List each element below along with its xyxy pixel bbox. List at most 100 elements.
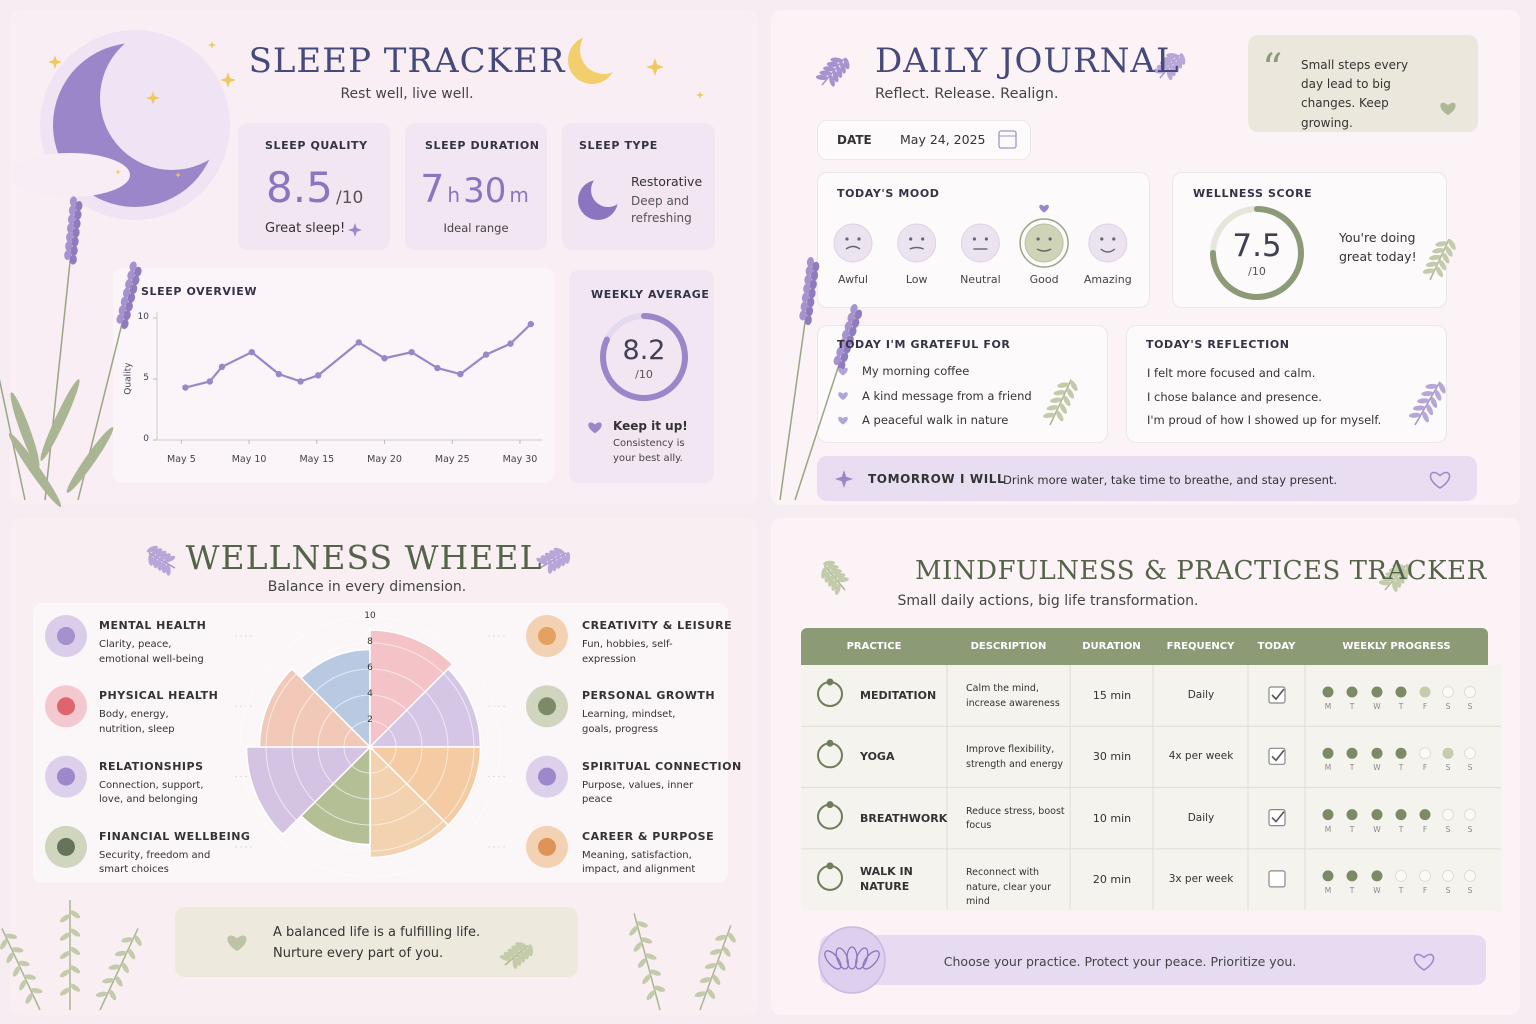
sprig-stem — [1, 928, 41, 1011]
sprig-leaf — [553, 547, 565, 555]
sprig-decoration — [499, 942, 533, 970]
mood-mouth — [909, 246, 924, 250]
r-tick-label: 2 — [367, 715, 373, 725]
practice-name: YOGA — [860, 750, 895, 764]
sprig-decoration — [146, 545, 176, 576]
practice-icon-head — [826, 862, 834, 870]
dimension-name: CREATIVITY & LEISURE — [582, 619, 733, 632]
sprig-leaf — [69, 946, 81, 956]
sprig-leaf — [0, 938, 8, 950]
lavender-bud — [840, 352, 849, 363]
heart-icon — [838, 392, 848, 400]
column-header: DURATION — [1082, 641, 1141, 652]
mood-label: Neutral — [960, 273, 1001, 286]
leaf-decoration — [8, 433, 62, 507]
duration-row: 7 h 30 m — [405, 166, 547, 214]
sprig-leaf — [59, 969, 71, 978]
day-label: T — [1398, 763, 1404, 773]
sprig-leaf — [840, 61, 846, 74]
sprig-leaf — [524, 947, 530, 960]
sprig-leaf — [645, 953, 657, 960]
leaf-decoration — [66, 427, 114, 493]
sprig-leaf — [653, 985, 666, 992]
day-label: S — [1445, 763, 1451, 773]
lavender-bud — [808, 288, 816, 299]
sprig-stem — [1429, 238, 1450, 281]
sprig-leaf — [155, 550, 167, 558]
lavender-bud — [120, 296, 129, 307]
dimension-name: CAREER & PURPOSE — [582, 829, 715, 843]
sprig-leaf — [151, 548, 163, 556]
sprig-leaf — [152, 556, 158, 569]
type-note: Deep and refreshing — [631, 194, 692, 226]
heart-icon — [1440, 102, 1456, 116]
day-label: S — [1445, 824, 1451, 834]
sprig-leaf — [69, 983, 81, 992]
practice-duration: 20 min — [1092, 872, 1132, 886]
lavender-bud — [841, 329, 850, 340]
leaf-decoration — [10, 392, 40, 468]
column-header: WEEKLY PROGRESS — [1342, 641, 1451, 652]
x-tick-label: May 15 — [299, 454, 335, 465]
progress-dot — [1464, 686, 1476, 698]
column-header: DESCRIPTION — [970, 641, 1047, 652]
r-tick-label: 6 — [367, 663, 373, 673]
lavender-bud — [849, 326, 857, 337]
y-tick-label: 5 — [143, 373, 149, 383]
sprig-decoration — [1408, 381, 1446, 426]
lavender-bud — [123, 287, 131, 298]
lavender-bud — [850, 303, 858, 314]
sprig-leaf — [19, 979, 27, 991]
sprig-leaf — [1057, 382, 1070, 388]
today-checkbox — [1268, 686, 1286, 704]
sprig-leaf — [1382, 576, 1395, 582]
tomorrow-bar — [817, 456, 1477, 501]
sprig-stem — [1384, 565, 1407, 591]
sprig-leaf — [694, 991, 707, 998]
sprig-leaf — [1405, 563, 1412, 576]
practice-description: Reduce stress, boost focus — [966, 805, 1065, 832]
progress-dot — [1442, 686, 1454, 698]
progress-dot — [1442, 808, 1454, 821]
quote-text: Small steps every day lead to big change… — [1301, 58, 1409, 130]
mood-face — [1088, 223, 1128, 263]
lavender-bud — [809, 279, 817, 290]
wheel-sector — [368, 746, 482, 827]
practice-frequency: Daily — [1187, 689, 1215, 701]
today-checkbox — [1268, 870, 1286, 888]
column-header: PRACTICE — [846, 641, 902, 652]
progress-dot — [1346, 747, 1358, 759]
point — [434, 364, 441, 372]
sprig-stem — [699, 925, 732, 1011]
sprig-leaf — [832, 70, 839, 83]
lavender-decoration — [77, 261, 142, 501]
mood-label: Low — [905, 273, 928, 286]
mini-moon — [568, 36, 616, 84]
sprig-leaf — [24, 974, 37, 980]
dimension-description: Meaning, satisfaction, impact, and align… — [582, 849, 696, 876]
practice-name: WALK IN NATURE — [860, 864, 913, 893]
sprig-leaf — [836, 577, 849, 583]
sprig-leaf — [1430, 396, 1438, 408]
lavender-bud — [811, 270, 819, 281]
sprig-leaf — [642, 974, 651, 984]
day-label: T — [1398, 885, 1404, 895]
wheel-grid-ring — [343, 720, 397, 774]
day-label: W — [1373, 885, 1381, 895]
sprig-leaf — [826, 61, 839, 67]
mood-eye — [1036, 237, 1040, 241]
sprig-leaf — [1429, 254, 1441, 261]
sprig-decoration — [59, 900, 81, 1010]
date-value: May 24, 2025 — [900, 132, 986, 147]
sprig-stem — [1159, 54, 1180, 79]
lotus-badge — [818, 926, 886, 994]
day-label: M — [1324, 702, 1332, 711]
day-label: T — [1398, 702, 1404, 711]
practice-frequency: 3x per week — [1168, 872, 1234, 885]
point — [218, 363, 226, 370]
mood-eye — [845, 237, 849, 241]
grateful-item: My morning coffee — [862, 364, 970, 378]
today-checkbox — [1268, 808, 1286, 827]
sprig-leaf — [636, 921, 648, 928]
lavender-bud — [833, 355, 841, 366]
